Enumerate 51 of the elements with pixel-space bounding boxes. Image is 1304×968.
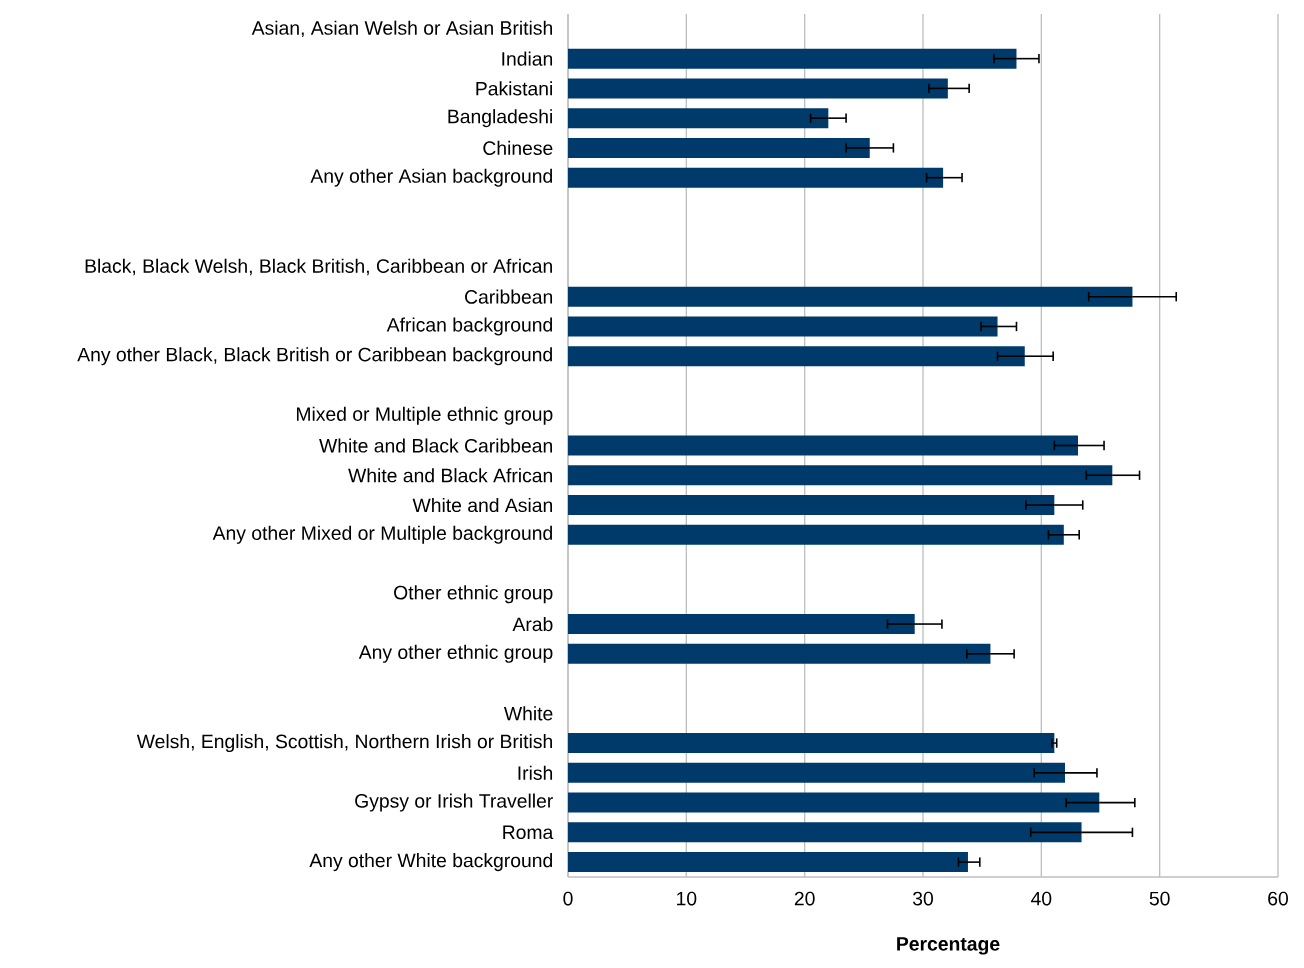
- y-tick-label: White and Black Caribbean: [319, 438, 552, 453]
- bar: [568, 852, 968, 873]
- y-tick-label: White: [503, 706, 553, 721]
- x-tick-label: 60: [1268, 891, 1288, 906]
- x-tick-label: 30: [912, 891, 933, 906]
- bar: [568, 48, 1017, 69]
- x-tick-label: 10: [677, 891, 697, 906]
- y-tick-label: White and Asian: [412, 497, 552, 513]
- bar: [568, 524, 1064, 545]
- bar: [568, 614, 915, 635]
- y-tick-label: Caribbean: [465, 289, 553, 304]
- bar: [568, 346, 1025, 367]
- x-tick-label: 40: [1031, 891, 1052, 906]
- bar: [568, 762, 1065, 783]
- bar: [568, 108, 829, 129]
- bar: [568, 822, 1082, 843]
- x-tick-label: 20: [794, 891, 815, 906]
- bar: [568, 78, 948, 99]
- bar: [568, 137, 870, 158]
- y-tick-label: Asian, Asian Welsh or Asian British: [251, 20, 552, 38]
- bar: [568, 495, 1055, 516]
- bar: [568, 792, 1100, 813]
- x-axis-title: Percentage: [897, 937, 1000, 955]
- x-tick-label: 0: [563, 891, 573, 906]
- y-tick-label: Chinese: [483, 140, 553, 156]
- y-tick-label: Irish: [518, 765, 553, 780]
- y-tick-label: Any other ethnic group: [358, 644, 553, 663]
- y-tick-label: Any other Asian background: [310, 168, 552, 187]
- bar: [568, 435, 1079, 456]
- y-tick-label: Roma: [503, 825, 554, 840]
- y-tick-label: Any other White background: [309, 853, 553, 872]
- y-tick-label: Arab: [512, 616, 553, 632]
- y-tick-label: Indian: [502, 51, 553, 66]
- bar: [568, 167, 944, 188]
- bar: [568, 316, 998, 337]
- y-tick-label: African background: [386, 317, 553, 336]
- x-tick-label: 50: [1149, 891, 1170, 906]
- y-tick-label: White and Black African: [348, 468, 552, 483]
- y-tick-label: Any other Black, Black British or Caribbean background: [77, 347, 552, 366]
- bar: [568, 286, 1133, 307]
- y-tick-label: Bangladeshi: [448, 109, 552, 128]
- bar: [568, 643, 991, 664]
- y-tick-label: Any other Mixed or Multiple background: [212, 525, 552, 544]
- y-tick-label: Mixed or Multiple ethnic group: [296, 406, 553, 425]
- bar: [568, 733, 1055, 754]
- y-tick-label: Black, Black Welsh, Black British, Caribbean or African: [85, 258, 552, 276]
- y-tick-label: Other ethnic group: [394, 585, 553, 604]
- bar: [568, 465, 1113, 486]
- y-tick-label: Welsh, English, Scottish, Northern Irish or British: [136, 734, 552, 753]
- y-tick-label: Pakistani: [476, 81, 552, 96]
- y-tick-label: Gypsy or Irish Traveller: [355, 793, 553, 812]
